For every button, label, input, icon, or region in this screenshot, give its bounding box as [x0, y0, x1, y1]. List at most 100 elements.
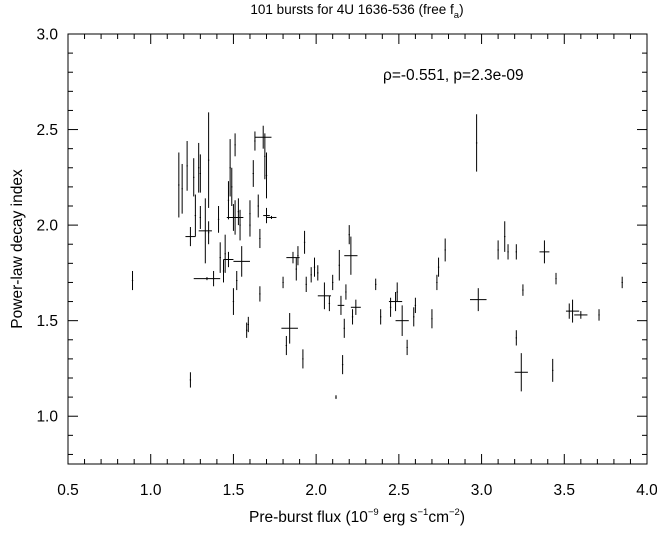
data-point: [598, 309, 600, 321]
data-point: [229, 139, 231, 197]
data-point: [264, 133, 266, 180]
data-point: [198, 142, 200, 193]
data-point: [254, 125, 272, 149]
x-tick-label: 0.5: [57, 482, 79, 499]
y-tick-label: 2.5: [36, 122, 58, 139]
data-point: [231, 167, 233, 206]
data-point: [395, 305, 409, 336]
data-point: [574, 311, 588, 319]
data-point: [350, 299, 361, 315]
data-point: [555, 272, 557, 285]
data-point: [522, 284, 524, 296]
data-point: [302, 349, 304, 369]
data-point: [181, 163, 183, 214]
x-tick-label: 1.0: [140, 482, 162, 499]
x-tick-label: 1.5: [223, 482, 245, 499]
y-tick-labels: 1.0 1.5 2.0 2.5 3.0: [36, 27, 58, 426]
x-axis-label: Pre-burst flux (10−9 erg s−1cm−2): [249, 507, 465, 526]
data-point: [199, 206, 202, 229]
data-point: [514, 353, 528, 392]
y-tick-label: 1.5: [36, 313, 58, 330]
y-tick-label: 2.0: [36, 218, 58, 235]
data-point: [515, 244, 517, 260]
data-point: [265, 152, 268, 199]
data-point: [515, 330, 517, 346]
data-point: [233, 246, 250, 277]
y-tick-label: 3.0: [36, 27, 58, 44]
data-point: [239, 209, 241, 241]
data-point: [227, 181, 230, 220]
data-point: [437, 257, 440, 277]
data-point: [237, 198, 240, 226]
data-point: [317, 282, 332, 310]
x-tick-label: 4.0: [636, 482, 657, 499]
data-point: [504, 221, 506, 252]
data-point: [621, 276, 623, 289]
data-point: [507, 244, 509, 260]
data-point: [389, 297, 392, 317]
data-point: [217, 206, 220, 233]
data-point: [207, 112, 210, 208]
data-point: [285, 335, 288, 356]
data-point: [207, 221, 210, 245]
data-point: [186, 141, 188, 191]
data-point: [431, 309, 433, 329]
data-point: [497, 240, 499, 260]
data-point: [565, 299, 580, 323]
data-point: [379, 309, 382, 325]
data-point: [337, 295, 345, 315]
data-point: [247, 316, 249, 333]
data-point: [332, 274, 334, 291]
data-point: [310, 267, 312, 283]
data-point: [413, 307, 415, 327]
chart-title: 101 bursts for 4U 1636-536 (free fa): [250, 2, 463, 21]
data-point: [226, 200, 244, 235]
data-point: [313, 257, 316, 277]
data-point: [297, 246, 299, 266]
data-point: [131, 270, 134, 291]
x-tick-label: 2.0: [305, 482, 327, 499]
data-point: [185, 227, 196, 247]
data-point: [193, 277, 221, 281]
data-point: [281, 313, 298, 344]
plot-frame: [67, 33, 648, 465]
data-point: [351, 309, 354, 325]
data-point: [249, 213, 251, 237]
data-point: [328, 295, 331, 312]
data-point: [303, 230, 306, 254]
data-point: [335, 395, 337, 400]
data-point: [219, 242, 221, 273]
data-point: [341, 355, 344, 375]
correlation-annotation: ρ=-0.551, p=2.3e-09: [383, 67, 524, 84]
data-point: [259, 286, 261, 302]
data-point: [199, 154, 202, 193]
data-point: [343, 318, 345, 338]
x-tick-label: 3.5: [554, 482, 576, 499]
data-point: [254, 131, 256, 151]
data-point: [257, 194, 259, 218]
data-point: [212, 270, 215, 287]
data-point: [338, 249, 340, 281]
data-points: [131, 112, 623, 400]
data-point: [436, 274, 438, 291]
data-point: [232, 288, 235, 315]
x-tick-label: 3.0: [471, 482, 493, 499]
data-point: [236, 270, 238, 291]
data-point: [252, 160, 254, 187]
data-point: [348, 225, 350, 245]
data-point: [475, 114, 478, 172]
data-point: [266, 215, 277, 219]
data-point: [375, 278, 377, 291]
data-point: [305, 276, 307, 292]
y-axis-label: Power-law decay index: [9, 169, 26, 329]
data-point: [193, 158, 195, 197]
data-point: [414, 297, 417, 314]
data-point: [263, 207, 270, 224]
data-point: [282, 276, 284, 289]
data-point: [223, 251, 234, 268]
data-point: [388, 292, 403, 312]
data-point: [344, 236, 358, 275]
data-point: [295, 257, 297, 281]
x-tick-labels: 0.5 1.0 1.5 2.0 2.5 3.0 3.5 4.0: [57, 482, 657, 499]
